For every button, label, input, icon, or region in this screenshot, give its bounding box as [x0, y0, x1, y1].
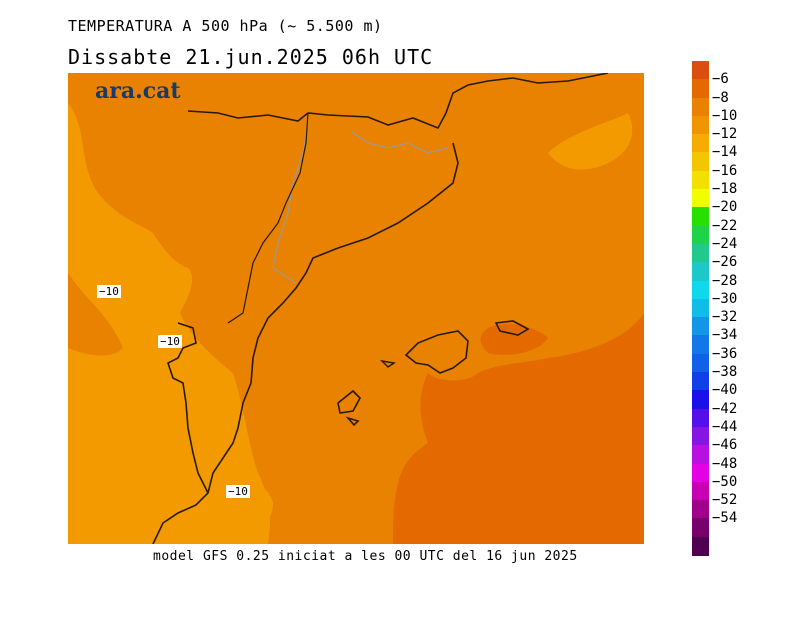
legend-label: −36: [712, 345, 738, 362]
legend-color-swatch: [692, 97, 709, 117]
legend-color-swatch: [692, 170, 709, 190]
inland-border: [227, 112, 309, 324]
contour-label: −10: [226, 485, 250, 498]
legend-color-swatch: [692, 243, 709, 263]
legend-label: −42: [712, 400, 738, 417]
region-border: [272, 122, 449, 284]
legend-label: −24: [712, 235, 738, 252]
legend-label: −44: [712, 418, 738, 435]
warm-region-islands: [480, 323, 548, 355]
cool-region-notch: [68, 273, 123, 356]
legend-color-swatch: [692, 353, 709, 373]
legend-label: −26: [712, 254, 738, 271]
legend-color-swatch: [692, 463, 709, 483]
model-info: model GFS 0.25 iniciat a les 00 UTC del …: [153, 549, 578, 564]
legend-label: −28: [712, 272, 738, 289]
legend-label: −22: [712, 217, 738, 234]
cool-region-west: [68, 103, 270, 544]
island-formentera: [345, 416, 360, 427]
contour-label: −10: [158, 335, 182, 348]
chart-title: TEMPERATURA A 500 hPa (~ 5.500 m): [68, 17, 383, 35]
legend-label: −50: [712, 473, 738, 490]
legend-label: −16: [712, 162, 738, 179]
legend-label: −20: [712, 199, 738, 216]
legend-color-swatch: [692, 317, 709, 337]
legend-color-swatch: [692, 280, 709, 300]
legend-label: −8: [712, 89, 729, 106]
legend-color-swatch: [692, 79, 709, 99]
legend-label: −38: [712, 364, 738, 381]
legend-color-swatch: [692, 262, 709, 282]
legend-color-swatch: [692, 426, 709, 446]
legend-color-swatch: [692, 518, 709, 538]
legend-label: −48: [712, 455, 738, 472]
legend-color-swatch: [692, 536, 709, 556]
legend-color-swatch: [692, 61, 709, 80]
legend-color-swatch: [692, 134, 709, 154]
legend-color-swatch: [692, 207, 709, 227]
legend-color-swatch: [692, 500, 709, 519]
warm-region-southeast: [393, 313, 644, 544]
color-legend: [692, 61, 709, 556]
legend-color-swatch: [692, 408, 709, 428]
legend-label: −32: [712, 309, 738, 326]
contour-label: −10: [97, 285, 121, 298]
legend-label: −34: [712, 327, 738, 344]
island-mallorca: [404, 330, 469, 374]
temperature-map: [68, 73, 644, 544]
logo: ara.cat: [95, 78, 181, 104]
legend-color-swatch: [692, 298, 709, 318]
island-menorca: [494, 320, 530, 336]
coastline: [152, 73, 609, 544]
cool-region-northeast: [548, 113, 633, 170]
legend-label: −6: [712, 71, 729, 88]
legend-label: −40: [712, 382, 738, 399]
legend-color-swatch: [692, 372, 709, 391]
date-subtitle: Dissabte 21.jun.2025 06h UTC: [68, 45, 434, 69]
legend-label: −46: [712, 437, 738, 454]
legend-color-swatch: [692, 445, 709, 465]
legend-color-swatch: [692, 152, 709, 172]
legend-color-swatch: [692, 189, 709, 208]
legend-color-swatch: [692, 115, 709, 135]
legend-label: −30: [712, 290, 738, 307]
legend-color-swatch: [692, 481, 709, 501]
legend-label: −10: [712, 107, 738, 124]
legend-label: −54: [712, 510, 738, 527]
legend-label: −52: [712, 492, 738, 509]
island-ibiza: [337, 389, 361, 414]
legend-color-swatch: [692, 390, 709, 410]
legend-color-swatch: [692, 335, 709, 355]
islet: [379, 359, 396, 368]
legend-label: −12: [712, 126, 738, 143]
legend-label: −14: [712, 144, 738, 161]
legend-label: −18: [712, 181, 738, 198]
legend-color-swatch: [692, 225, 709, 245]
